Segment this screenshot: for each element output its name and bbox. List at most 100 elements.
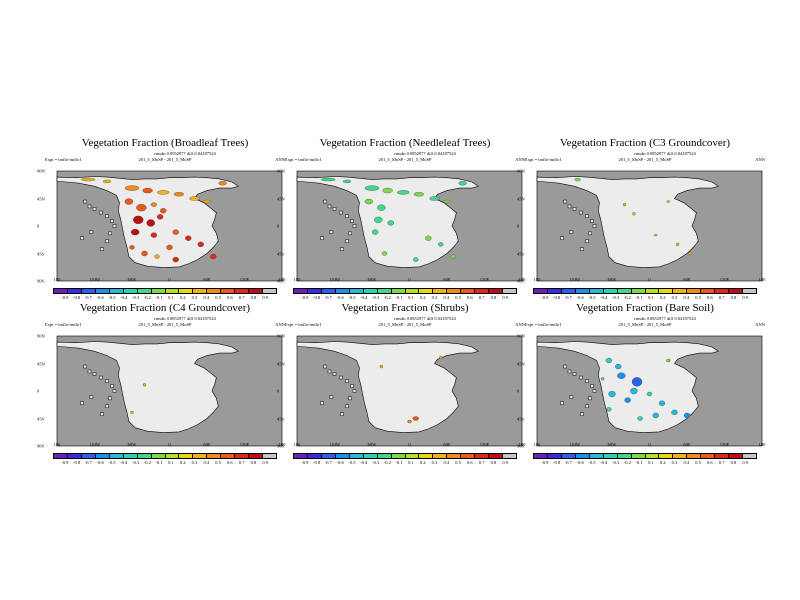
colorbar-tick-label: 0.1 (408, 460, 414, 465)
x-tick-label: 120W (569, 442, 580, 447)
colorbar-tick-label: -0.5 (348, 460, 356, 465)
field-anomaly (377, 204, 386, 211)
island (332, 207, 337, 211)
colorbar-swatch (561, 454, 576, 458)
field-anomaly (600, 377, 605, 381)
colorbar-tick-label: -0.3 (371, 460, 380, 465)
x-tick-label: 120E (239, 442, 250, 447)
colorbar-tick-label: 0.5 (215, 460, 221, 465)
field-anomaly (381, 251, 388, 256)
colorbar-swatch (603, 289, 618, 293)
colorbar-tick-label: -0.6 (336, 460, 344, 465)
island (89, 395, 94, 399)
colorbar-swatch (137, 289, 152, 293)
x-tick-label: 180 (278, 442, 286, 447)
continent-land (296, 341, 479, 433)
colorbar-tick-label: 0.2 (419, 460, 426, 465)
y-tick-label: 90N (277, 333, 285, 339)
island (329, 230, 334, 234)
field-anomaly (142, 187, 153, 194)
colorbar-swatch (123, 289, 138, 293)
colorbar-tick-label: 0.9 (502, 460, 509, 465)
colorbar-tick-label: 0.4 (683, 460, 690, 465)
x-tick-label: 0 (648, 277, 651, 282)
island (87, 369, 92, 374)
colorbar-swatch (729, 454, 744, 458)
map-plot (56, 335, 283, 447)
field-anomaly (413, 192, 425, 197)
colorbar-tick-label: -0.8 (313, 295, 321, 300)
island (560, 401, 564, 405)
island (100, 247, 104, 251)
experiment-label: Expt = tmflo-tmflo1 (285, 322, 322, 327)
island (327, 369, 332, 374)
field-anomaly (150, 202, 158, 207)
x-tick-label: 180 (758, 277, 766, 282)
colorbar-tick-label: 0.8 (730, 295, 737, 300)
colorbar-swatch (321, 289, 336, 293)
colorbar-swatch (419, 454, 434, 458)
x-tick-label: 0 (168, 277, 171, 282)
colorbar-swatch (363, 454, 378, 458)
colorbar-swatch (321, 454, 336, 458)
x-tick-label: 180 (518, 277, 526, 282)
x-tick-label: 60E (203, 277, 211, 282)
y-tick-label: 0 (37, 388, 40, 394)
field-anomaly (429, 196, 440, 201)
colorbar-swatch (687, 454, 702, 458)
island (332, 372, 337, 376)
colorbar-swatch (179, 454, 194, 458)
map-plot (536, 170, 763, 282)
colorbar-swatch (503, 289, 516, 293)
field-anomaly (321, 177, 336, 182)
panel-broadleaf: Vegetation Fraction (Broadleaf Trees) rms… (37, 137, 285, 307)
colorbar-tick-label: 0.4 (443, 295, 450, 300)
colorbar-swatch (137, 454, 152, 458)
island (92, 207, 97, 211)
x-tick-label: 60W (367, 277, 377, 282)
colorbar-tick-label: -0.7 (564, 460, 572, 465)
map-plot (296, 170, 523, 282)
chart-title: Vegetation Fraction (C4 Groundcover) (79, 302, 251, 314)
colorbar-swatch (461, 289, 476, 293)
colorbar-tick-label: -0.8 (73, 295, 81, 300)
colorbar-swatch (249, 289, 264, 293)
colorbar-tick-label: 0.5 (455, 460, 461, 465)
island (108, 396, 112, 401)
colorbar-tick-label: -0.6 (576, 295, 584, 300)
island (580, 412, 584, 416)
colorbar-swatch (349, 454, 364, 458)
colorbar-swatch (179, 289, 194, 293)
colorbar-swatch (715, 454, 730, 458)
colorbar-swatch (151, 454, 166, 458)
colorbar-tick-label: 0.5 (695, 460, 701, 465)
stats-line: rmsdn 0.0852977 diff 0.04187524 (634, 151, 696, 156)
stats-line: rmsdn 0.0852977 diff 0.04187524 (154, 316, 216, 321)
colorbar-swatch (419, 289, 434, 293)
field-anomaly (218, 181, 227, 186)
y-tick-label: 90N (517, 168, 525, 174)
x-tick-label: 0 (408, 442, 411, 447)
colorbar-tick-label: -0.3 (131, 295, 140, 300)
chart-title: Vegetation Fraction (Needleleaf Trees) (319, 137, 491, 149)
island (569, 395, 574, 399)
experiment-label: Expt = tmflo-tmflo1 (525, 322, 562, 327)
colorbar-swatch (363, 289, 378, 293)
island (579, 210, 583, 215)
island (585, 239, 589, 244)
field-anomaly (371, 229, 379, 235)
island (345, 379, 349, 383)
colorbar-swatch (54, 289, 68, 293)
x-tick-label: 180 (293, 277, 301, 282)
colorbar-swatch (743, 289, 756, 293)
stats-line: rmsdn 0.0852977 diff 0.04187524 (634, 316, 696, 321)
colorbar-tick-label: -0.4 (360, 295, 368, 300)
colorbar-tick-label: 0.8 (250, 295, 257, 300)
colorbar-swatch (221, 454, 236, 458)
colorbar-swatch (715, 289, 730, 293)
y-tick-label: 90N (37, 168, 45, 174)
colorbar-swatch (534, 289, 548, 293)
island (110, 384, 114, 388)
field-anomaly (124, 198, 134, 205)
colorbar-swatch (687, 289, 702, 293)
